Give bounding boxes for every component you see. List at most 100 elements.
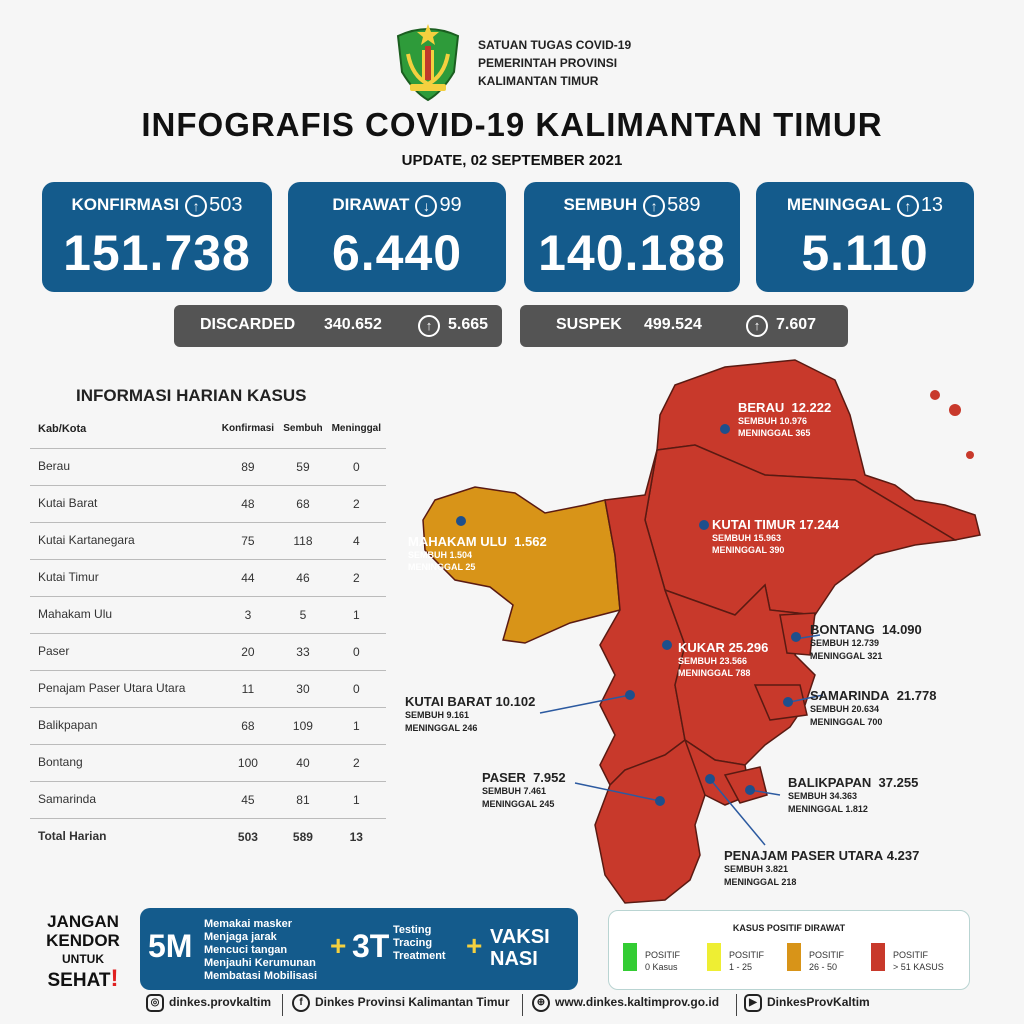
region-marker bbox=[783, 697, 793, 707]
stat-konfirmasi: KONFIRMASI ↑ 503 151.738 bbox=[42, 182, 272, 292]
organization-name: SATUAN TUGAS COVID-19 PEMERINTAH PROVINS… bbox=[478, 36, 631, 90]
suspek-label: SUSPEK bbox=[556, 316, 622, 333]
stat-value: 140.188 bbox=[538, 225, 726, 281]
leader-line bbox=[709, 778, 766, 846]
cell-value: 2 bbox=[326, 743, 386, 781]
region-meninggal: MENINGGAL 321 bbox=[810, 651, 883, 661]
arrow-up-icon: ↑ bbox=[185, 194, 208, 217]
legend-range: > 51 KASUS bbox=[893, 962, 944, 972]
province-emblem-icon bbox=[396, 24, 460, 102]
footer-website[interactable]: ⊕ www.dinkes.kaltimprov.go.id bbox=[532, 994, 719, 1012]
stat-meninggal: MENINGGAL ↑ 13 5.110 bbox=[756, 182, 974, 292]
leader-line bbox=[574, 782, 661, 802]
suspek-box: SUSPEK 499.524 ↑ 7.607 bbox=[520, 305, 848, 347]
footer-divider bbox=[736, 994, 737, 1016]
region-sembuh: SEMBUH 12.739 bbox=[810, 638, 880, 648]
discarded-value: 340.652 bbox=[324, 316, 382, 333]
stat-delta: 99 bbox=[439, 194, 462, 216]
cell-value: 1 bbox=[326, 780, 386, 818]
org-line-1: SATUAN TUGAS COVID-19 bbox=[478, 38, 632, 52]
cell-value: 44 bbox=[216, 558, 280, 596]
region-meninggal: MENINGGAL 390 bbox=[712, 545, 785, 555]
region-marker bbox=[791, 632, 801, 642]
five-m-item: Membatasi Mobilisasi bbox=[204, 970, 318, 982]
label-kutai-barat: KUTAI BARAT 10.102 SEMBUH 9.161 MENINGGA… bbox=[405, 694, 535, 735]
region-meninggal: MENINGGAL 700 bbox=[810, 717, 883, 727]
org-line-3: KALIMANTAN TIMUR bbox=[478, 74, 599, 88]
stat-label: MENINGGAL bbox=[786, 194, 891, 214]
org-line-2: PEMERINTAH PROVINSI bbox=[478, 56, 618, 70]
region-total: 7.952 bbox=[533, 770, 566, 785]
five-m-item: Memakai masker bbox=[204, 918, 293, 930]
stat-dirawat: DIRAWAT ↓ 99 6.440 bbox=[288, 182, 506, 292]
col-header: Kab/Kota bbox=[38, 422, 87, 435]
cell-value: 75 bbox=[216, 521, 280, 559]
facebook-page: Dinkes Provinsi Kalimantan Timur bbox=[315, 995, 510, 1010]
table-total-row: Total Harian 503 589 13 bbox=[30, 817, 386, 855]
three-t-item: Tracing bbox=[393, 937, 433, 949]
five-m-list: Memakai masker Menjaga jarak Mencuci tan… bbox=[204, 918, 317, 983]
update-date: UPDATE, 02 SEPTEMBER 2021 bbox=[401, 152, 623, 169]
island-shape bbox=[949, 404, 961, 416]
stat-value: 5.110 bbox=[801, 225, 929, 281]
table-row: Balikpapan 68 109 1 bbox=[30, 706, 386, 744]
legend-swatch bbox=[871, 943, 885, 971]
cell-kabkota: Kutai Kartanegara bbox=[30, 521, 217, 559]
cell-value: 89 bbox=[216, 447, 280, 485]
province-map bbox=[422, 359, 981, 904]
five-m-item: Menjauhi Kerumunan bbox=[204, 957, 316, 969]
footer-youtube[interactable]: ▶ DinkesProvKaltim bbox=[744, 994, 870, 1012]
legend-label: POSITIF bbox=[893, 950, 929, 960]
footer-divider bbox=[282, 994, 283, 1016]
cell-value: 100 bbox=[216, 743, 280, 781]
region-name: KUTAI TIMUR bbox=[712, 517, 796, 532]
slogan-exclamation: ! bbox=[110, 965, 119, 992]
cell-value: 2 bbox=[326, 484, 386, 522]
stat-sembuh: SEMBUH ↑ 589 140.188 bbox=[524, 182, 740, 292]
region-sembuh: SEMBUH 20.634 bbox=[810, 704, 880, 714]
cell-kabkota: Kutai Timur bbox=[30, 558, 217, 596]
cell-value: 45 bbox=[216, 780, 280, 818]
label-balikpapan: BALIKPAPAN 37.255 SEMBUH 34.363 MENINGGA… bbox=[788, 775, 918, 816]
five-m-item: Menjaga jarak bbox=[204, 931, 277, 943]
region-sembuh: SEMBUH 3.821 bbox=[724, 864, 789, 874]
table-row: Kutai Timur 44 46 2 bbox=[30, 558, 386, 596]
col-header: Konfirmasi bbox=[221, 423, 275, 435]
legend-label: POSITIF bbox=[809, 950, 845, 960]
label-bontang: BONTANG 14.090 SEMBUH 12.739 MENINGGAL 3… bbox=[810, 622, 922, 663]
region-sembuh: SEMBUH 15.963 bbox=[712, 533, 782, 543]
cell-value: 109 bbox=[279, 706, 327, 744]
map-legend: KASUS POSITIF DIRAWAT POSITIF 0 Kasus POS… bbox=[608, 910, 970, 990]
cell-kabkota: Kutai Barat bbox=[30, 484, 217, 522]
footer-instagram[interactable]: ◎ dinkes.provkaltim bbox=[146, 994, 271, 1012]
region-meninggal: MENINGGAL 246 bbox=[405, 723, 478, 733]
instagram-handle: dinkes.provkaltim bbox=[169, 995, 272, 1010]
vaksinasi-line-2: NASI bbox=[490, 948, 538, 970]
table-row: Penajam Paser Utara Utara 11 30 0 bbox=[30, 669, 386, 707]
region-total: 25.296 bbox=[728, 640, 769, 655]
slogan-kendor: KENDOR bbox=[46, 931, 120, 950]
stat-label: DIRAWAT bbox=[332, 194, 410, 214]
legend-range: 26 - 50 bbox=[809, 962, 838, 972]
legend-range: 1 - 25 bbox=[729, 962, 753, 972]
cell-kabkota: Total Harian bbox=[30, 817, 217, 855]
cell-value: 48 bbox=[216, 484, 280, 522]
region-sembuh: SEMBUH 1.504 bbox=[408, 550, 473, 560]
table-header-row: Kab/Kota Konfirmasi Sembuh Meninggal bbox=[30, 410, 386, 448]
label-kukar: KUKAR 25.296 SEMBUH 23.566 MENINGGAL 788 bbox=[678, 640, 768, 679]
leader-line bbox=[749, 789, 781, 796]
table-row: Berau 89 59 0 bbox=[30, 447, 386, 485]
three-t-label: 3T bbox=[352, 928, 390, 964]
region-marker bbox=[655, 796, 665, 806]
col-header: Meninggal bbox=[331, 423, 382, 435]
arrow-up-icon: ↑ bbox=[896, 194, 919, 217]
region-name: BONTANG bbox=[810, 622, 875, 637]
cell-value: 4 bbox=[326, 521, 386, 559]
table-row: Bontang 100 40 2 bbox=[30, 743, 386, 781]
region-name: PASER bbox=[482, 770, 526, 785]
region-name: BALIKPAPAN bbox=[788, 775, 872, 790]
cell-value: 0 bbox=[326, 669, 386, 707]
slogan-sehat: SEHAT bbox=[47, 970, 111, 991]
footer-facebook[interactable]: f Dinkes Provinsi Kalimantan Timur bbox=[292, 994, 510, 1012]
cell-value: 1 bbox=[326, 706, 386, 744]
